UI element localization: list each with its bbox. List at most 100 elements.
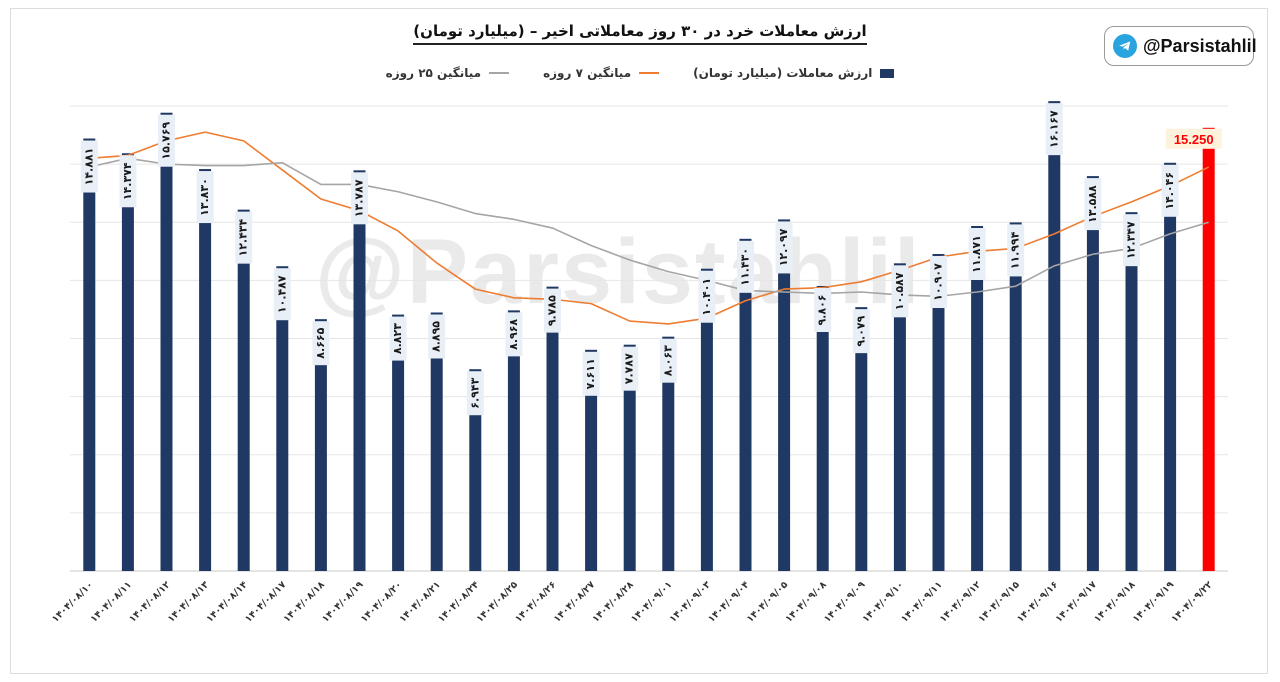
chart-legend: ارزش معاملات (میلیارد تومان) میانگین ۷ ر…: [0, 66, 1280, 80]
data-label-box: [698, 270, 716, 323]
data-label: ۱۲.۳۴۷: [1125, 221, 1138, 259]
data-label: ۱۳.۷۸۷: [353, 179, 366, 217]
data-label-box: [621, 346, 639, 391]
telegram-handle-badge: @Parsistahlil: [1104, 26, 1257, 66]
bar: [237, 209, 250, 571]
data-label-box: [930, 256, 947, 309]
bar: [1164, 162, 1177, 571]
data-label-box: [775, 221, 793, 274]
data-label: ۱۳.۸۳۰: [198, 178, 211, 216]
data-label: ۹.۸۰۶: [816, 294, 829, 325]
legend-swatch-ma25: [489, 72, 510, 74]
data-label: ۹.۰۷۹: [854, 315, 867, 346]
data-label: ۱۱.۴۳۰: [739, 248, 752, 286]
data-label-box: [1123, 214, 1140, 267]
data-label-box: [235, 211, 253, 264]
data-label: ۱۴.۳۷۴: [121, 162, 134, 200]
data-label: ۸.۸۹۵: [430, 321, 443, 352]
telegram-icon: [1113, 34, 1137, 58]
bar: [83, 138, 96, 571]
data-label-box: [119, 155, 137, 208]
data-label: ۷.۷۸۷: [623, 353, 636, 384]
x-tick-label: ۱۴۰۴/۰۹/۲۲: [1169, 579, 1215, 625]
data-label-box: [814, 288, 832, 333]
bar: [1009, 222, 1022, 571]
bar: [623, 344, 636, 571]
bar: [662, 336, 675, 571]
bar: [121, 153, 134, 572]
bar: [893, 263, 906, 571]
data-label: ۸.۶۶۵: [314, 327, 327, 358]
data-label: ۱۰.۹۰۷: [932, 263, 945, 301]
legend-item-value: ارزش معاملات (میلیارد تومان): [693, 66, 895, 80]
data-label: ۱۶.۱۶۷: [1047, 110, 1060, 148]
data-label-box: [1084, 178, 1102, 231]
legend-label-ma7: میانگین ۷ روزه: [543, 66, 632, 80]
data-label-box: [312, 321, 330, 366]
bar: [353, 170, 366, 571]
ma25-line: [89, 157, 1209, 298]
bar: [546, 286, 559, 571]
data-label: ۱۰.۴۰۱: [700, 278, 713, 316]
bar: [430, 312, 443, 571]
data-label-box: [428, 314, 446, 359]
bar: [778, 219, 791, 571]
data-label-box: [852, 309, 870, 354]
data-label-box: [582, 351, 600, 396]
bar: [585, 349, 598, 571]
data-label-box: [80, 140, 98, 193]
data-label-box: [1045, 103, 1063, 156]
bar: [700, 268, 713, 571]
bar: [1048, 101, 1061, 572]
data-label: ۱۲.۰۹۷: [777, 228, 790, 266]
highlight-bar: [1202, 127, 1215, 571]
data-label: ۱۴.۸۸۱: [82, 148, 95, 186]
bar: [855, 307, 868, 571]
data-label-box: [659, 338, 677, 383]
data-label-box: [891, 265, 909, 318]
bar: [971, 225, 984, 571]
data-label: ۱۰.۴۸۷: [275, 275, 288, 313]
bar: [392, 314, 405, 571]
data-label: ۹.۷۸۵: [546, 295, 559, 326]
data-label: ۱۱.۸۷۱: [970, 235, 983, 273]
data-label-box: [505, 312, 523, 357]
data-label: ۸.۰۶۳: [661, 345, 674, 376]
data-label-box: [389, 316, 407, 361]
data-label-box: [196, 171, 214, 224]
bar: [199, 169, 212, 572]
legend-label-value: ارزش معاملات (میلیارد تومان): [693, 66, 873, 80]
bar: [314, 319, 327, 571]
data-label: ۱۵.۷۶۹: [160, 122, 173, 160]
data-label: ۸.۹۶۸: [507, 319, 520, 350]
data-label: ۸.۸۲۳: [391, 323, 404, 354]
data-label-box: [968, 227, 986, 280]
data-label: 15.250: [1174, 132, 1214, 147]
data-label-box: [1007, 224, 1025, 277]
data-label: ۷.۶۱۱: [584, 358, 597, 389]
data-label-box: [1165, 128, 1222, 149]
bar: [469, 369, 482, 571]
data-label-box: [158, 114, 175, 167]
bar: [160, 112, 173, 571]
legend-label-ma25: میانگین ۲۵ روزه: [385, 66, 482, 80]
data-label-box: [351, 172, 368, 225]
chart-title: ارزش معاملات خرد در ۳۰ روز معاملاتی اخیر…: [0, 22, 1280, 45]
data-label: ۱۱.۹۹۴: [1009, 231, 1022, 269]
bar: [816, 286, 829, 571]
data-label: ۶.۹۴۳: [468, 377, 481, 408]
legend-swatch-value: [880, 68, 895, 78]
ma7-line: [89, 131, 1210, 325]
legend-item-ma7: میانگین ۷ روزه: [543, 66, 660, 80]
bar: [1086, 176, 1099, 571]
data-label-box: [544, 288, 561, 333]
data-label: ۱۲.۴۳۴: [237, 218, 250, 256]
bar: [932, 254, 945, 571]
data-label: ۱۰.۵۸۷: [893, 272, 906, 310]
data-label-box: [273, 268, 291, 321]
data-label-box: [737, 240, 754, 293]
telegram-handle-text: @Parsistahlil: [1143, 35, 1257, 56]
data-label: ۱۳.۵۸۸: [1086, 185, 1099, 223]
legend-swatch-ma7: [639, 72, 660, 74]
